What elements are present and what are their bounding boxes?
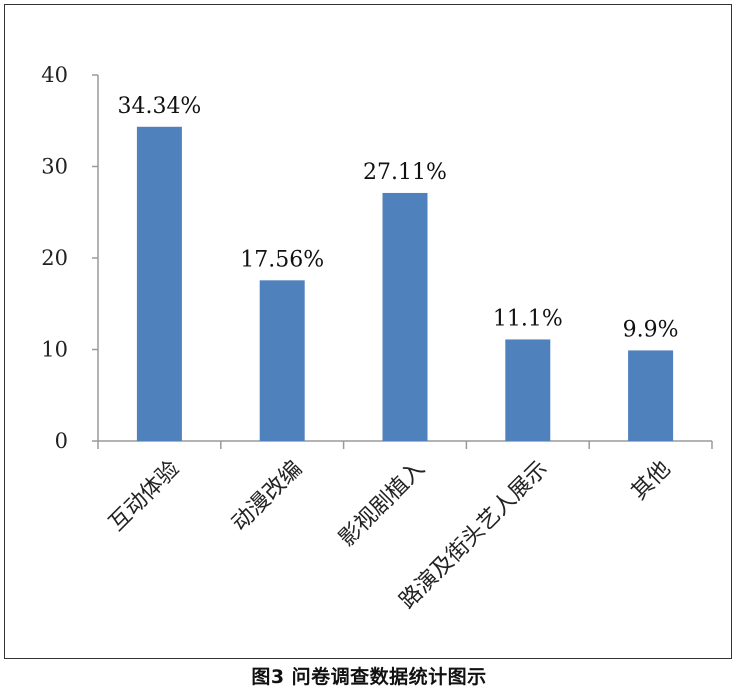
bar-chart: 0 10 20 30 40 34.34% 17.56% 27.11% 11.1% 9.9% 互动… [41, 63, 713, 614]
bar [259, 280, 305, 441]
category-label: 动漫改编 [227, 456, 307, 536]
bar [505, 339, 551, 441]
y-tick-label: 20 [41, 246, 68, 270]
y-axis: 0 10 20 30 40 [41, 63, 99, 453]
figure-caption: 图3 问卷调查数据统计图示 [251, 666, 487, 688]
category-label: 影视剧植入 [335, 456, 430, 551]
y-tick-label: 30 [41, 155, 68, 179]
bar [136, 126, 182, 441]
data-label: 34.34% [117, 94, 201, 119]
figure-frame: 0 10 20 30 40 34.34% 17.56% 27.11% 11.1% 9.9% 互动… [4, 4, 732, 659]
category-label: 互动体验 [104, 456, 184, 536]
data-label: 17.56% [240, 247, 324, 272]
bar [628, 350, 674, 441]
y-tick-label: 40 [41, 63, 68, 87]
x-axis [97, 440, 713, 449]
data-labels: 34.34% 17.56% 27.11% 11.1% 9.9% [117, 94, 678, 343]
y-tick-label: 10 [41, 338, 68, 362]
data-label: 9.9% [623, 317, 679, 342]
y-tick-label: 0 [55, 429, 68, 453]
bars [136, 126, 674, 441]
category-label: 其他 [627, 456, 676, 505]
bar [382, 192, 428, 441]
data-label: 27.11% [363, 160, 447, 185]
data-label: 11.1% [493, 306, 563, 331]
